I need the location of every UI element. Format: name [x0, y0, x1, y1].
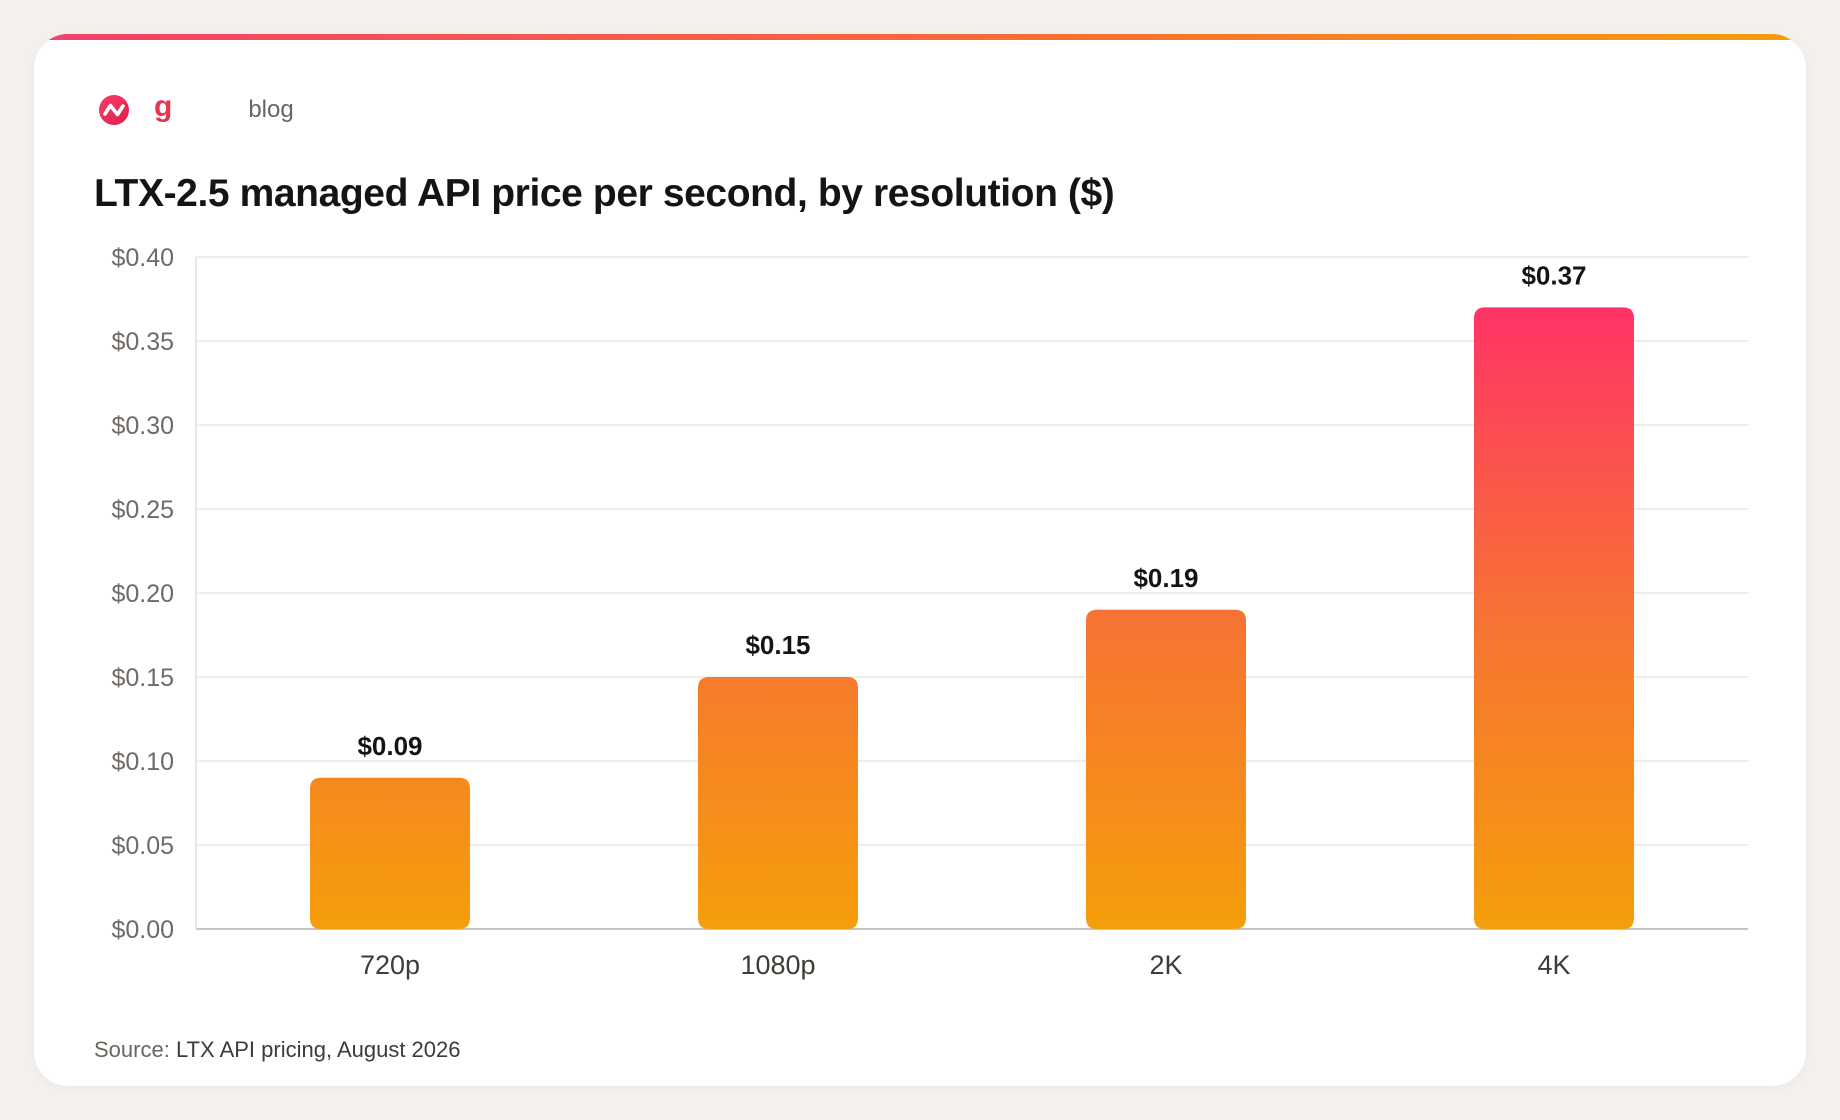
- y-tick-label: $0.30: [111, 412, 174, 440]
- x-tick-label: 720p: [360, 950, 420, 980]
- y-tick-label: $0.15: [111, 664, 174, 692]
- y-tick-label: $0.05: [111, 832, 174, 860]
- bar-4K: [1474, 307, 1634, 929]
- brand-section-label[interactable]: blog: [248, 96, 294, 123]
- accent-bar: [34, 34, 1806, 40]
- labels: $0.00 $0.05 $0.10 $0.15 $0.20 $0.25 $0.30 $0.35…: [111, 244, 1586, 980]
- bar-720p: [310, 777, 470, 929]
- chart-title: LTX-2.5 managed API price per second, by…: [94, 172, 1115, 215]
- y-tick-label: $0.35: [111, 328, 174, 356]
- source-note: Source: LTX API pricing, August 2026: [94, 1037, 461, 1063]
- bar-value-label: $0.19: [1133, 563, 1198, 593]
- chart-card: g blog LTX-2.5 managed API price per sec…: [34, 34, 1806, 1086]
- bar-value-label: $0.37: [1521, 260, 1586, 290]
- brand-mark: g: [154, 90, 173, 123]
- y-tick-label: $0.00: [111, 916, 174, 944]
- x-tick-label: 4K: [1537, 950, 1570, 980]
- x-tick-label: 2K: [1149, 950, 1182, 980]
- bar-value-label: $0.15: [745, 630, 810, 660]
- brand-logo-icon: [99, 95, 129, 125]
- y-tick-label: $0.25: [111, 496, 174, 524]
- bars: [310, 307, 1634, 929]
- y-tick-label: $0.40: [111, 244, 174, 272]
- brand[interactable]: g blog: [98, 90, 294, 130]
- x-tick-label: 1080p: [740, 950, 815, 980]
- bar-chart: $0.00 $0.05 $0.10 $0.15 $0.20 $0.25 $0.30 $0.35…: [111, 244, 1748, 980]
- source-label: Source:: [94, 1037, 170, 1062]
- bar-value-label: $0.09: [357, 731, 422, 761]
- bar-2K: [1086, 609, 1246, 929]
- bar-1080p: [698, 677, 858, 929]
- y-tick-label: $0.10: [111, 748, 174, 776]
- source-value: LTX API pricing, August 2026: [175, 1037, 461, 1062]
- y-tick-label: $0.20: [111, 580, 174, 608]
